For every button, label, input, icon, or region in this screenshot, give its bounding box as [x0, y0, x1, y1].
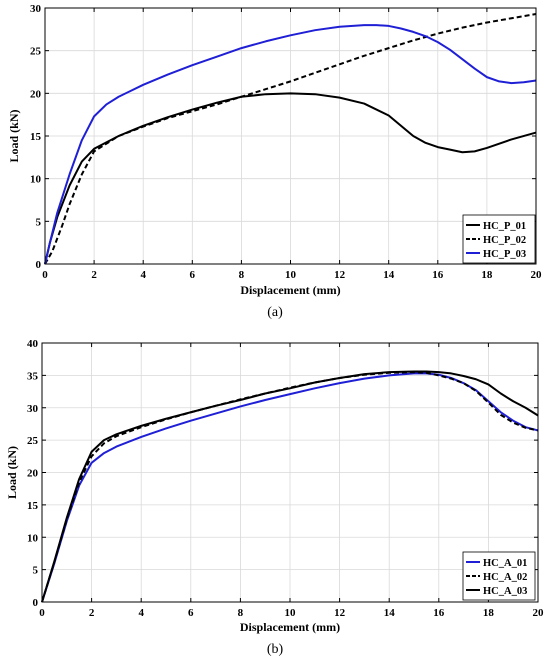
x-tick-label: 8: [239, 269, 245, 281]
y-tick-label: 25: [27, 435, 39, 447]
x-tick-label: 18: [483, 607, 495, 619]
x-tick-label: 6: [190, 269, 196, 281]
x-tick-label: 2: [89, 607, 95, 619]
series-line-hc-p-03: [44, 24, 537, 265]
x-tick-label: 10: [285, 607, 297, 619]
legend-entry: HC_P_01: [483, 221, 526, 232]
x-tick-label: 8: [238, 607, 244, 619]
x-tick-label: 0: [39, 607, 45, 619]
x-tick-label: 14: [383, 269, 395, 281]
y-axis-label: Load (kN): [7, 109, 21, 162]
legend: HC_P_01 HC_P_02 HC_P_03: [462, 214, 536, 264]
x-tick-label: 14: [384, 607, 396, 619]
y-tick-label: 5: [36, 216, 42, 228]
y-tick-label: 10: [27, 532, 39, 544]
x-axis-label: Displacement (mm): [240, 283, 340, 297]
legend-entry: HC_A_02: [483, 572, 527, 583]
y-tick-label: 20: [30, 88, 42, 100]
x-tick-label: 4: [140, 269, 146, 281]
x-tick-label: 0: [42, 269, 48, 281]
y-tick-label: 30: [30, 3, 42, 15]
y-tick-label: 15: [30, 131, 42, 143]
y-tick-label: 15: [27, 500, 39, 512]
y-tick-label: 30: [27, 403, 39, 415]
legend-entry: HC_P_02: [483, 235, 526, 246]
legend-entry: HC_A_01: [483, 558, 527, 569]
y-tick-label: 40: [27, 338, 39, 350]
y-tick-label: 0: [36, 259, 42, 271]
x-tick-label: 16: [433, 607, 445, 619]
series-line-hc-p-02: [44, 12, 537, 265]
y-tick-label: 35: [27, 370, 39, 382]
x-tick-label: 12: [334, 269, 346, 281]
x-tick-label: 2: [91, 269, 97, 281]
x-tick-label: 4: [138, 607, 144, 619]
legend: HC_A_01 HC_A_02 HC_A_03: [462, 551, 536, 601]
legend-entry: HC_P_03: [483, 249, 526, 260]
x-tick-label: 12: [334, 607, 346, 619]
x-tick-label: 16: [432, 269, 444, 281]
figure-caption: (a): [267, 305, 283, 320]
x-tick-label: 18: [481, 269, 493, 281]
x-axis-label: Displacement (mm): [240, 620, 340, 634]
y-tick-label: 20: [27, 468, 39, 480]
x-tick-label: 10: [285, 269, 297, 281]
x-tick-label: 20: [531, 269, 543, 281]
y-tick-label: 5: [33, 565, 39, 577]
x-tick-label: 20: [533, 607, 545, 619]
x-tick-label: 6: [188, 607, 194, 619]
figure-caption: (b): [267, 642, 284, 657]
series-line-hc-a-03: [41, 370, 539, 603]
y-tick-label: 0: [33, 597, 39, 609]
chart-b: 0 2 4 6 8 10 12 14 16 18 20 0 5 10 15 20 25 30 35 40 Displac…: [5, 338, 544, 657]
y-axis-label: Load (kN): [5, 446, 19, 499]
legend-entry: HC_A_03: [483, 586, 527, 597]
y-tick-label: 10: [30, 174, 42, 186]
chart-a: 0 2 4 6 8 10 12 14 16 18 20 0 5 10 15 20 25 30 Displacemen…: [7, 3, 542, 320]
series-line-hc-p-01: [44, 92, 537, 265]
y-tick-label: 25: [30, 46, 42, 58]
